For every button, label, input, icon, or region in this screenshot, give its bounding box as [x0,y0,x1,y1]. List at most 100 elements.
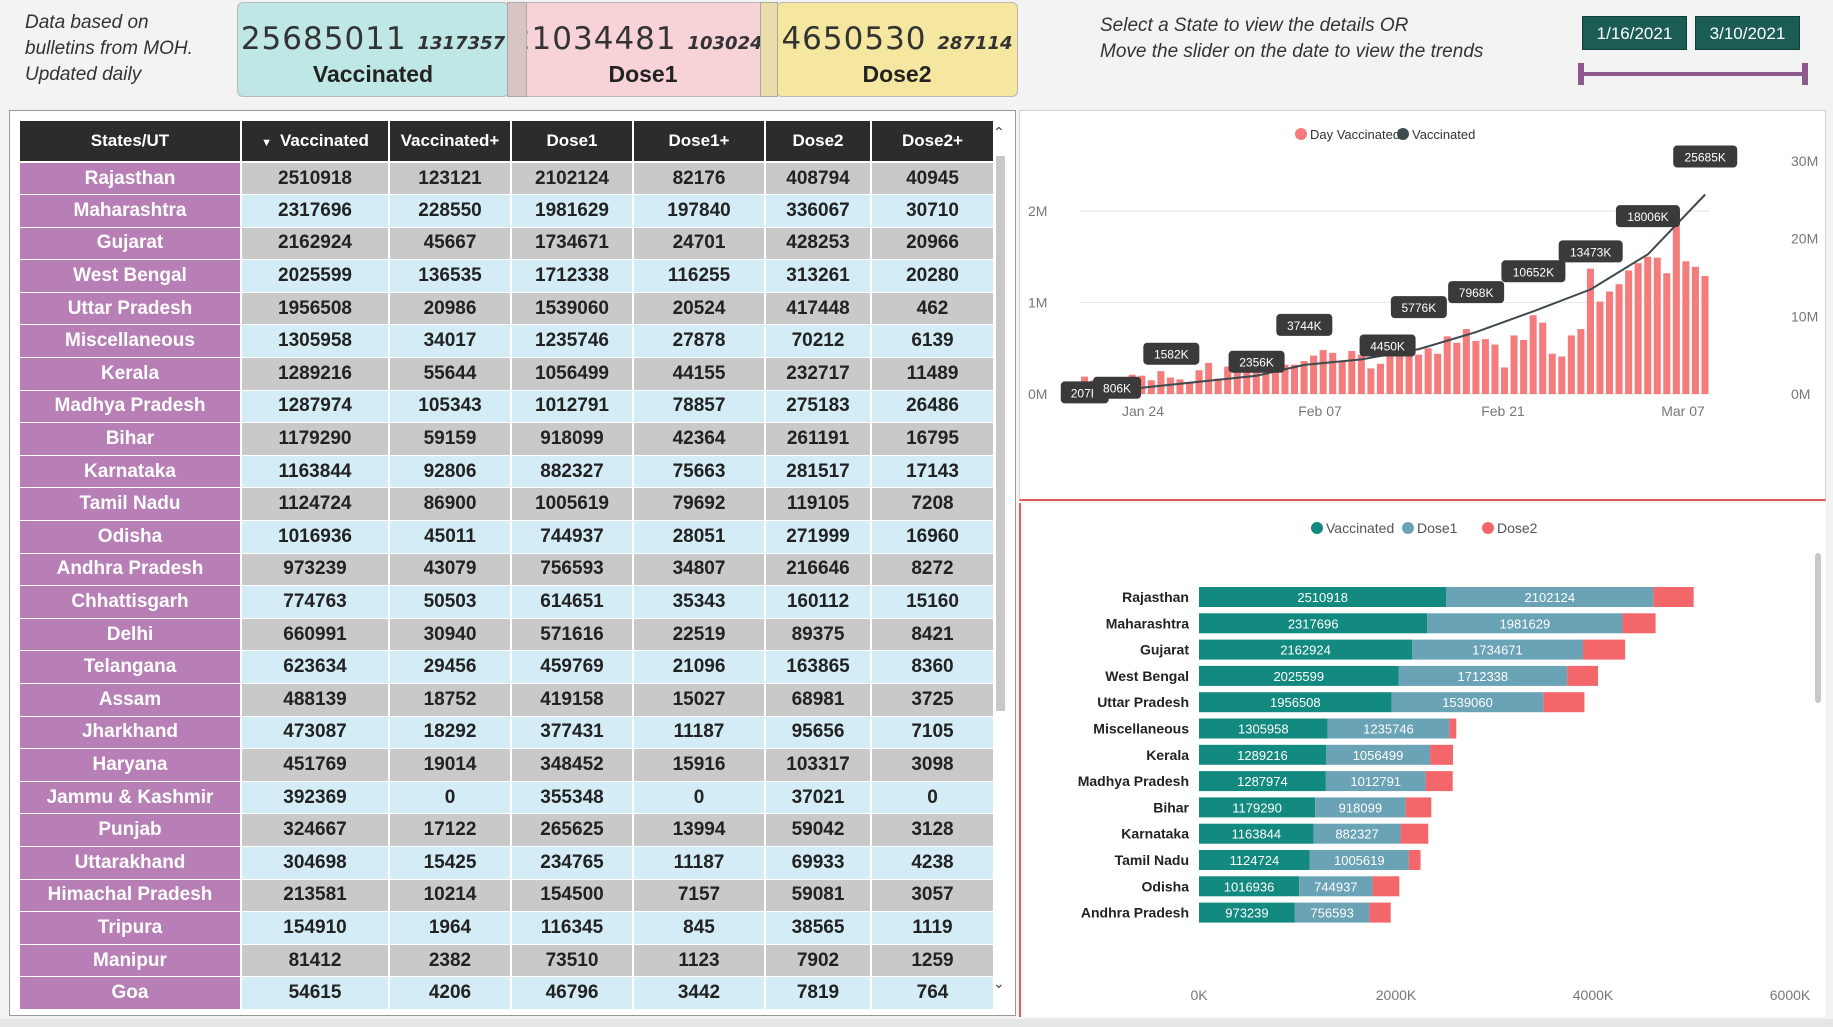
column-header[interactable]: ▼ Vaccinated [240,119,390,163]
bar-segment-dose2[interactable] [1582,639,1626,660]
day-vaccinated-bar[interactable] [1271,372,1279,394]
bar-segment-dose1[interactable] [1325,771,1426,792]
day-vaccinated-bar[interactable] [1567,335,1575,394]
state-name-cell[interactable]: Jammu & Kashmir [18,780,242,815]
state-name-cell[interactable]: Madhya Pradesh [18,389,242,424]
table-row[interactable]: Uttar Pradesh 1956508 20986 1539060 20524 417… [18,291,995,326]
day-vaccinated-bar[interactable] [1205,362,1213,394]
scroll-up-icon[interactable]: ⌃ [993,124,1005,140]
bar-segment-vaccinated[interactable] [1199,850,1310,870]
state-name-cell[interactable]: Gujarat [18,226,242,261]
date-slider-track[interactable] [1580,72,1805,76]
day-vaccinated-bar[interactable] [1281,364,1289,394]
state-name-cell[interactable]: Tripura [18,911,242,945]
bar-segment-dose2[interactable] [1369,902,1391,923]
kpi-card-dose1[interactable]: 21034481 1030243 Dose1 [507,2,779,97]
day-vaccinated-bar[interactable] [1214,378,1222,394]
bar-segment-dose2[interactable] [1622,613,1656,634]
table-row[interactable]: Uttarakhand 304698 15425 234765 11187 69933 42… [18,845,995,880]
day-vaccinated-bar[interactable] [1415,354,1423,394]
scroll-down-icon[interactable]: ⌄ [993,975,1005,991]
state-name-cell[interactable]: Miscellaneous [18,324,242,359]
bar-segment-vaccinated[interactable] [1199,718,1328,739]
bar-segment-dose1[interactable] [1309,850,1409,870]
day-vaccinated-bar[interactable] [1443,336,1451,394]
day-vaccinated-bar[interactable] [1434,353,1442,394]
day-vaccinated-bar[interactable] [1520,340,1528,394]
state-name-cell[interactable]: Tamil Nadu [18,487,242,522]
day-vaccinated-bar[interactable] [1691,266,1699,394]
day-vaccinated-bar[interactable] [1186,383,1194,394]
day-vaccinated-bar[interactable] [1396,344,1404,394]
date-slider-start-handle[interactable] [1578,63,1584,85]
day-vaccinated-bar[interactable] [1319,350,1327,394]
table-row[interactable]: Miscellaneous 1305958 34017 1235746 27878 702… [18,324,995,359]
bar-segment-dose2[interactable] [1408,850,1421,870]
bar-segment-dose2[interactable] [1425,771,1453,792]
state-name-cell[interactable]: Himachal Pradesh [18,878,242,913]
day-vaccinated-bar[interactable] [1644,256,1652,394]
state-name-cell[interactable]: Bihar [18,422,242,456]
kpi-card-dose2[interactable]: 4650530 287114 Dose2 [776,2,1018,97]
bar-segment-dose1[interactable] [1391,692,1544,713]
day-vaccinated-bar[interactable] [1252,366,1260,394]
day-vaccinated-bar[interactable] [1367,368,1375,394]
day-vaccinated-bar[interactable] [1348,350,1356,394]
table-row[interactable]: West Bengal 2025599 136535 1712338 116255 313… [18,259,995,293]
bar-segment-vaccinated[interactable] [1199,587,1447,607]
end-date-input[interactable]: 3/10/2021 [1695,16,1800,50]
bar-segment-dose2[interactable] [1567,665,1599,686]
day-vaccinated-bar[interactable] [1510,335,1518,394]
day-vaccinated-bar[interactable] [1625,270,1633,394]
bar-segment-vaccinated[interactable] [1199,665,1399,686]
table-row[interactable]: Odisha 1016936 45011 744937 28051 271999 16960 [18,520,995,554]
bar-segment-dose1[interactable] [1446,587,1654,607]
day-vaccinated-bar[interactable] [1291,364,1299,394]
table-row[interactable]: Delhi 660991 30940 571616 22519 89375 8421 [18,617,995,652]
state-name-cell[interactable]: West Bengal [18,259,242,293]
bar-segment-dose1[interactable] [1294,902,1370,923]
table-row[interactable]: Karnataka 1163844 92806 882327 75663 281517 17… [18,454,995,489]
table-row[interactable]: Jharkhand 473087 18292 377431 11187 95656 7105 [18,715,995,750]
day-vaccinated-bar[interactable] [1157,371,1165,394]
table-row[interactable]: Kerala 1289216 55644 1056499 44155 232717 1148… [18,357,995,391]
state-name-cell[interactable]: Punjab [18,813,242,847]
day-vaccinated-bar[interactable] [1224,366,1232,394]
bar-segment-dose1[interactable] [1327,718,1450,739]
bar-segment-vaccinated[interactable] [1199,902,1295,923]
bar-segment-dose1[interactable] [1325,744,1431,765]
column-header[interactable]: Dose1+ [632,119,766,163]
bar-segment-dose2[interactable] [1449,718,1457,739]
day-vaccinated-bar[interactable] [1653,257,1661,394]
day-vaccinated-bar[interactable] [1405,342,1413,394]
bar-segment-dose1[interactable] [1412,639,1583,660]
state-bar-chart-panel[interactable]: Vaccinated Dose1 Dose2 0K 2000K 4000K 6000K Raj… [1019,503,1826,1017]
bar-segment-dose2[interactable] [1372,876,1400,897]
table-row[interactable]: Tripura 154910 1964 116345 845 38565 1119 [18,911,995,945]
column-header[interactable]: Dose1 [510,119,634,163]
bar-segment-dose2[interactable] [1653,587,1694,607]
day-vaccinated-bar[interactable] [1300,361,1308,394]
table-row[interactable]: Jammu & Kashmir 392369 0 355348 0 37021 0 [18,780,995,815]
day-vaccinated-bar[interactable] [1357,354,1365,394]
day-vaccinated-bar[interactable] [1176,379,1184,394]
day-vaccinated-bar[interactable] [1138,375,1146,394]
bar-segment-dose1[interactable] [1315,797,1406,818]
start-date-input[interactable]: 1/16/2021 [1582,16,1687,50]
day-vaccinated-bar[interactable] [1672,211,1680,394]
table-row[interactable]: Himachal Pradesh 213581 10214 154500 7157 590… [18,878,995,913]
state-name-cell[interactable]: Uttarakhand [18,845,242,880]
day-vaccinated-bar[interactable] [1329,352,1337,394]
bar-segment-vaccinated[interactable] [1199,771,1326,792]
day-vaccinated-bar[interactable] [1539,322,1547,394]
state-name-cell[interactable]: Telangana [18,650,242,684]
state-name-cell[interactable]: Manipur [18,943,242,978]
day-vaccinated-bar[interactable] [1462,329,1470,394]
day-vaccinated-bar[interactable] [1663,273,1671,394]
column-header[interactable]: States/UT [18,119,242,163]
day-vaccinated-bar[interactable] [1548,353,1556,394]
state-name-cell[interactable]: Uttar Pradesh [18,291,242,326]
state-name-cell[interactable]: Odisha [18,520,242,554]
table-scrollbar[interactable]: ⌃ ⌄ [993,124,1007,992]
table-row[interactable]: Madhya Pradesh 1287974 105343 1012791 78857 2… [18,389,995,424]
